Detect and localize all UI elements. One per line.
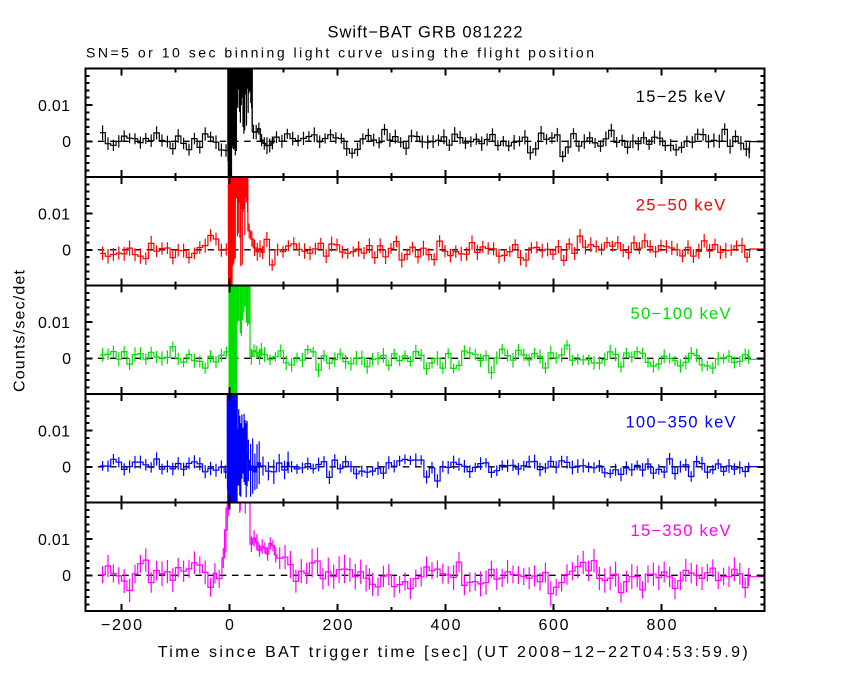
svg-text:0: 0 <box>62 351 71 368</box>
svg-text:25−50 keV: 25−50 keV <box>636 197 726 215</box>
svg-text:0: 0 <box>62 134 71 151</box>
svg-text:Counts/sec/det: Counts/sec/det <box>12 269 29 392</box>
svg-text:15−25 keV: 15−25 keV <box>636 88 726 106</box>
svg-text:200: 200 <box>323 617 353 634</box>
svg-text:0: 0 <box>62 460 71 477</box>
svg-text:0.01: 0.01 <box>38 98 70 115</box>
svg-text:0: 0 <box>62 568 71 585</box>
svg-text:0: 0 <box>225 617 234 634</box>
svg-text:Time since BAT trigger time [s: Time since BAT trigger time [sec] (UT 20… <box>158 644 748 661</box>
svg-text:50−100 keV: 50−100 keV <box>631 305 731 323</box>
svg-text:0.01: 0.01 <box>38 315 70 332</box>
svg-text:−200: −200 <box>101 617 142 634</box>
svg-text:600: 600 <box>539 617 569 634</box>
svg-text:400: 400 <box>431 617 461 634</box>
svg-text:0.01: 0.01 <box>38 532 70 549</box>
svg-text:800: 800 <box>647 617 677 634</box>
svg-text:100−350 keV: 100−350 keV <box>626 414 736 432</box>
svg-text:SN=5 or 10 sec binning light c: SN=5 or 10 sec binning light curve using… <box>86 45 594 61</box>
svg-text:15−350 keV: 15−350 keV <box>631 522 731 540</box>
svg-text:0.01: 0.01 <box>38 206 70 223</box>
svg-text:0: 0 <box>62 243 71 260</box>
svg-text:Swift−BAT GRB 081222: Swift−BAT GRB 081222 <box>328 24 523 42</box>
svg-text:0.01: 0.01 <box>38 423 70 440</box>
